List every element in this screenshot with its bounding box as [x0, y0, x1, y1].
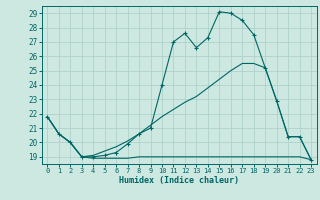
X-axis label: Humidex (Indice chaleur): Humidex (Indice chaleur) — [119, 176, 239, 185]
